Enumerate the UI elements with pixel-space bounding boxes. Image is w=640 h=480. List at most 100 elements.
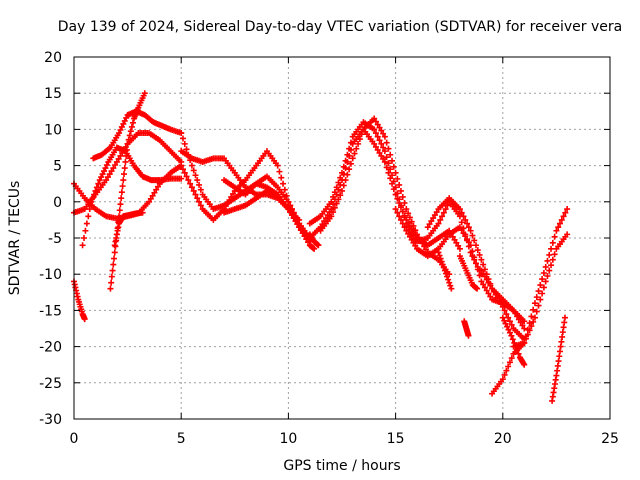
data-point — [445, 276, 452, 283]
data-point — [371, 115, 378, 122]
data-point — [528, 313, 535, 320]
data-point — [464, 236, 471, 243]
data-point — [119, 183, 126, 190]
data-point — [387, 175, 394, 182]
data-point — [392, 184, 399, 191]
x-tick-label: 15 — [387, 431, 405, 447]
series-arc-1 — [71, 278, 88, 323]
data-point — [347, 160, 354, 167]
data-point — [120, 120, 127, 127]
data-point — [374, 146, 381, 153]
data-point — [481, 266, 488, 273]
data-point — [551, 251, 558, 258]
series-arc-6 — [107, 90, 148, 292]
data-point — [539, 276, 546, 283]
data-point — [458, 219, 465, 226]
data-point — [508, 321, 515, 328]
data-point — [187, 180, 194, 187]
data-point — [108, 168, 115, 175]
data-point — [478, 267, 485, 274]
data-point — [149, 192, 156, 199]
data-point — [396, 196, 403, 203]
data-point — [408, 218, 415, 225]
data-point — [399, 208, 406, 215]
data-point — [406, 226, 413, 233]
data-point — [371, 126, 378, 133]
data-point — [521, 339, 528, 346]
data-point — [116, 207, 123, 214]
data-point — [196, 181, 203, 188]
data-point — [281, 186, 288, 193]
data-point — [408, 236, 415, 243]
data-point — [397, 202, 404, 209]
data-point — [415, 234, 422, 241]
data-point — [337, 192, 344, 199]
x-tick-label: 20 — [494, 431, 512, 447]
data-point — [535, 288, 542, 295]
data-point — [460, 213, 467, 220]
data-point — [380, 130, 387, 137]
data-point — [483, 276, 490, 283]
data-point — [442, 270, 449, 277]
chart-title: Day 139 of 2024, Sidereal Day-to-day VTE… — [58, 19, 622, 35]
data-point — [344, 171, 351, 178]
data-point — [305, 239, 312, 246]
data-point — [462, 233, 469, 240]
data-point — [328, 198, 335, 205]
data-point — [428, 218, 435, 225]
data-point — [521, 318, 528, 325]
data-point — [537, 282, 544, 289]
data-point — [183, 173, 190, 180]
data-point — [448, 285, 455, 292]
data-point — [188, 184, 195, 191]
data-point — [412, 242, 419, 249]
data-point — [433, 209, 440, 216]
data-point — [480, 261, 487, 268]
data-point — [128, 123, 135, 130]
data-point — [514, 347, 521, 354]
data-point — [230, 190, 237, 197]
data-point — [335, 179, 342, 186]
data-point — [406, 233, 413, 240]
y-tick-label: 20 — [44, 50, 62, 66]
data-point — [154, 183, 161, 190]
data-point — [383, 164, 390, 171]
data-point — [458, 227, 465, 234]
data-point — [417, 237, 424, 244]
data-point — [390, 163, 397, 170]
data-point — [501, 371, 508, 378]
data-point — [103, 177, 110, 184]
data-point — [544, 273, 551, 280]
data-point — [127, 128, 134, 135]
data-point — [521, 325, 528, 332]
data-point — [192, 172, 199, 179]
data-point — [294, 216, 301, 223]
data-point — [274, 162, 281, 169]
data-point — [405, 230, 412, 237]
data-point — [109, 267, 116, 274]
y-tick-label: -20 — [39, 340, 62, 356]
data-point — [89, 195, 96, 202]
data-point — [503, 311, 510, 318]
data-point — [378, 140, 385, 147]
series-arc-23 — [489, 231, 571, 397]
data-point — [542, 263, 549, 270]
data-point — [481, 273, 488, 280]
data-point — [385, 160, 392, 167]
data-point — [531, 314, 538, 321]
data-point — [431, 212, 438, 219]
data-point — [399, 220, 406, 227]
data-point — [505, 363, 512, 370]
data-point — [405, 210, 412, 217]
data-point — [378, 127, 385, 134]
data-point — [178, 130, 185, 137]
data-point — [196, 198, 203, 205]
y-tick-label: -10 — [39, 267, 62, 283]
data-point — [190, 167, 197, 174]
data-point — [125, 136, 132, 143]
data-point — [561, 314, 568, 321]
data-point — [123, 146, 130, 153]
data-point — [467, 242, 474, 249]
data-point — [456, 206, 463, 213]
data-point — [118, 123, 125, 130]
